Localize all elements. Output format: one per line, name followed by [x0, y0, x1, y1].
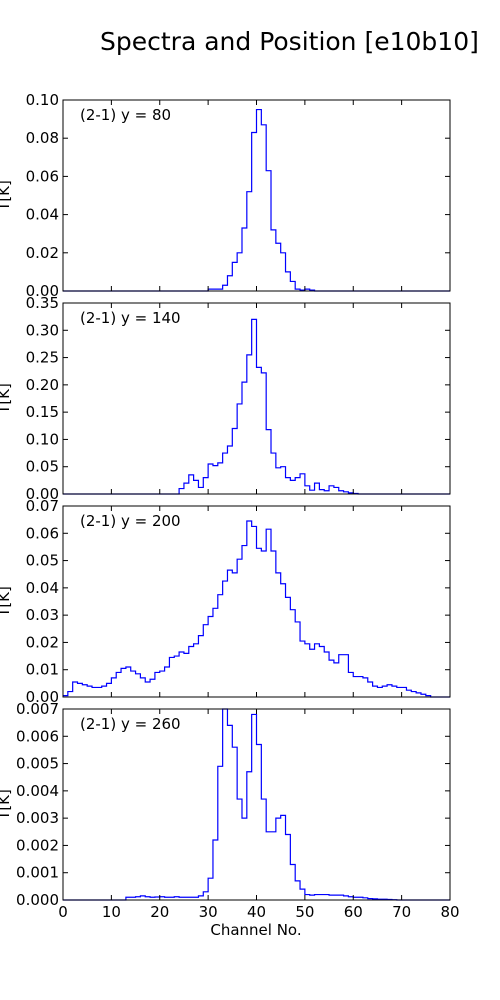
y-tick-label: 0.002 [16, 836, 59, 854]
y-tick-label: 0.04 [26, 206, 59, 224]
x-axis-label: Channel No. [210, 921, 301, 939]
y-tick-label: 0.35 [26, 294, 59, 312]
y-tick-label: 0.08 [26, 129, 59, 147]
y-tick-label: 0.03 [26, 606, 59, 624]
y-axis-label: T[K] [0, 586, 13, 618]
panel-label: (2-1) y = 200 [80, 512, 181, 530]
y-tick-label: 0.04 [26, 579, 59, 597]
y-tick-label: 0.05 [26, 552, 59, 570]
figure-title: Spectra and Position [e10b10] [100, 27, 479, 56]
x-tick-label: 70 [392, 903, 411, 921]
y-tick-label: 0.10 [26, 91, 59, 109]
y-tick-label: 0.00 [26, 485, 59, 503]
spectrum-line [63, 708, 450, 901]
x-tick-label: 50 [295, 903, 314, 921]
y-tick-label: 0.10 [26, 430, 59, 448]
y-tick-label: 0.07 [26, 497, 59, 515]
spectrum-panel-1: 0.00 0.02 0.04 0.06 0.08 0.10 (2-1) y = 80 T[K] [0, 91, 451, 300]
y-axis-label: T[K] [0, 383, 13, 415]
y-tick-label: 0.003 [16, 809, 59, 827]
y-tick-label: 0.05 [26, 458, 59, 476]
y-tick-label: 0.02 [26, 244, 59, 262]
y-tick-label: 0.02 [26, 633, 59, 651]
panels-group: 0.00 0.02 0.04 0.06 0.08 0.10 (2-1) y = 80 T[K]… [0, 91, 460, 921]
y-tick-label: 0.15 [26, 403, 59, 421]
y-tick-label: 0.06 [26, 524, 59, 542]
y-tick-label: 0.00 [26, 688, 59, 706]
y-tick-label: 0.000 [16, 891, 59, 909]
y-tick-label: 0.20 [26, 376, 59, 394]
spectrum-line [63, 520, 450, 698]
y-tick-label: 0.06 [26, 167, 59, 185]
panel-label: (2-1) y = 260 [80, 715, 181, 733]
x-tick-label: 0 [58, 903, 68, 921]
y-tick-label: 0.30 [26, 321, 59, 339]
spectrum-panel-3: 0.00 0.01 0.02 0.03 0.04 0.05 0.06 0.07 (2-1) y … [0, 497, 451, 706]
y-tick-label: 0.25 [26, 349, 59, 367]
panel-label: (2-1) y = 80 [80, 106, 171, 124]
spectrum-panel-2: 0.00 0.05 0.10 0.15 0.20 0.25 0.30 0.35 (2-1) y … [0, 294, 451, 503]
y-axis-label: T[K] [0, 180, 13, 212]
y-tick-label: 0.007 [16, 700, 59, 718]
spectrum-line [63, 318, 450, 495]
x-tick-label: 80 [440, 903, 459, 921]
y-tick-label: 0.01 [26, 661, 59, 679]
y-tick-label: 0.00 [26, 282, 59, 300]
x-tick-label: 60 [344, 903, 363, 921]
x-tick-label: 40 [247, 903, 266, 921]
y-tick-label: 0.005 [16, 755, 59, 773]
spectrum-line [63, 108, 450, 292]
spectrum-panel-4: 0.000 0.001 0.002 0.003 0.004 0.005 0.006 0.007… [0, 700, 451, 909]
y-tick-label: 0.004 [16, 782, 59, 800]
x-tick-label: 20 [150, 903, 169, 921]
x-tick-label: 30 [199, 903, 218, 921]
y-tick-label: 0.001 [16, 864, 59, 882]
y-axis-label: T[K] [0, 789, 13, 821]
x-tick-label: 10 [102, 903, 121, 921]
y-tick-label: 0.006 [16, 727, 59, 745]
panel-label: (2-1) y = 140 [80, 309, 181, 327]
